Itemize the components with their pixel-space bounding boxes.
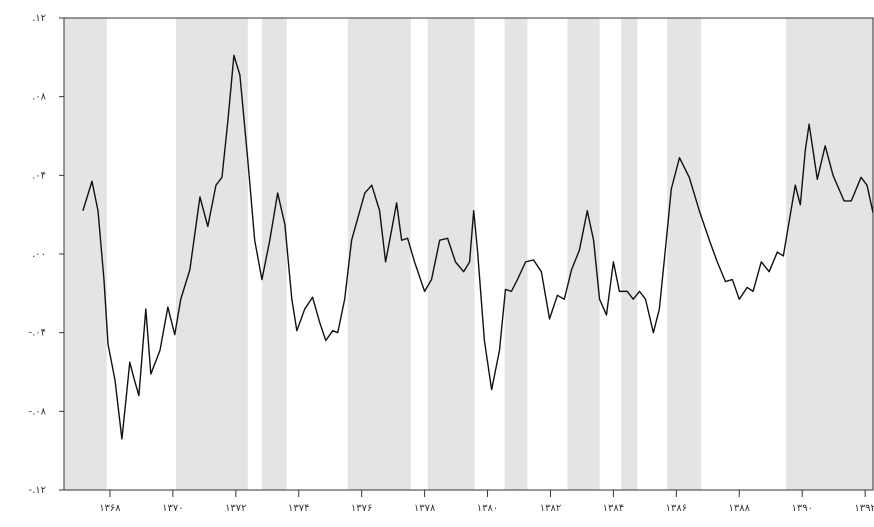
shaded-period [786, 18, 873, 490]
x-tick-label: ۱۳۸۸ [729, 503, 751, 514]
x-tick-label: ۱۳۹۲ [854, 503, 874, 514]
y-tick-label: .۱۲ [32, 13, 46, 24]
y-tick-label: -.۱۲ [28, 485, 46, 496]
shaded-period [64, 18, 107, 490]
series-line [82, 54, 874, 440]
x-tick-label: ۱۳۷۸ [414, 503, 436, 514]
x-tick-label: ۱۳۷۶ [351, 503, 372, 514]
shaded-period [176, 18, 248, 490]
shaded-period [667, 18, 702, 490]
x-tick-label: ۱۳۸۰ [477, 503, 498, 514]
shaded-period [427, 18, 475, 490]
shaded-period [261, 18, 287, 490]
x-tick-label: ۱۳۷۴ [288, 503, 309, 514]
y-tick-label: -.۰۴ [28, 328, 46, 339]
x-tick-label: ۱۳۸۲ [540, 503, 561, 514]
x-tick-label: ۱۳۸۶ [666, 503, 687, 514]
x-tick-label: ۱۳۶۸ [99, 503, 121, 514]
x-tick-label: ۱۳۷۰ [162, 503, 183, 514]
shaded-period [621, 18, 638, 490]
y-tick-label: .۰۰ [32, 249, 46, 260]
y-tick-label: .۰۴ [32, 170, 46, 181]
x-tick-label: ۱۳۹۰ [791, 503, 812, 514]
y-tick-label: .۰۸ [32, 92, 47, 103]
shaded-period [347, 18, 411, 490]
x-tick-label: ۱۳۸۴ [603, 503, 624, 514]
y-tick-label: -.۰۸ [28, 406, 46, 417]
shaded-period [504, 18, 528, 490]
shaded-period [567, 18, 600, 490]
x-tick-label: ۱۳۷۲ [225, 503, 246, 514]
